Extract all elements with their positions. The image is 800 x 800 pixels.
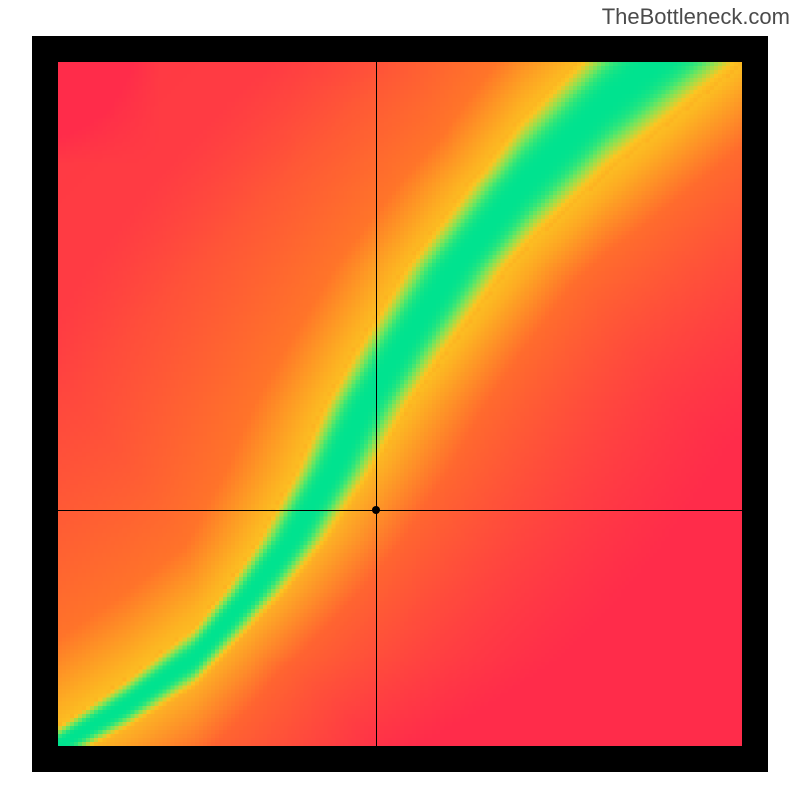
heatmap-canvas <box>58 62 742 746</box>
heatmap-outer-frame <box>32 36 768 772</box>
attribution-text: TheBottleneck.com <box>602 4 790 30</box>
crosshair-vertical <box>376 62 377 746</box>
crosshair-dot <box>372 506 380 514</box>
crosshair-horizontal <box>58 510 742 511</box>
heatmap-inner <box>58 62 742 746</box>
